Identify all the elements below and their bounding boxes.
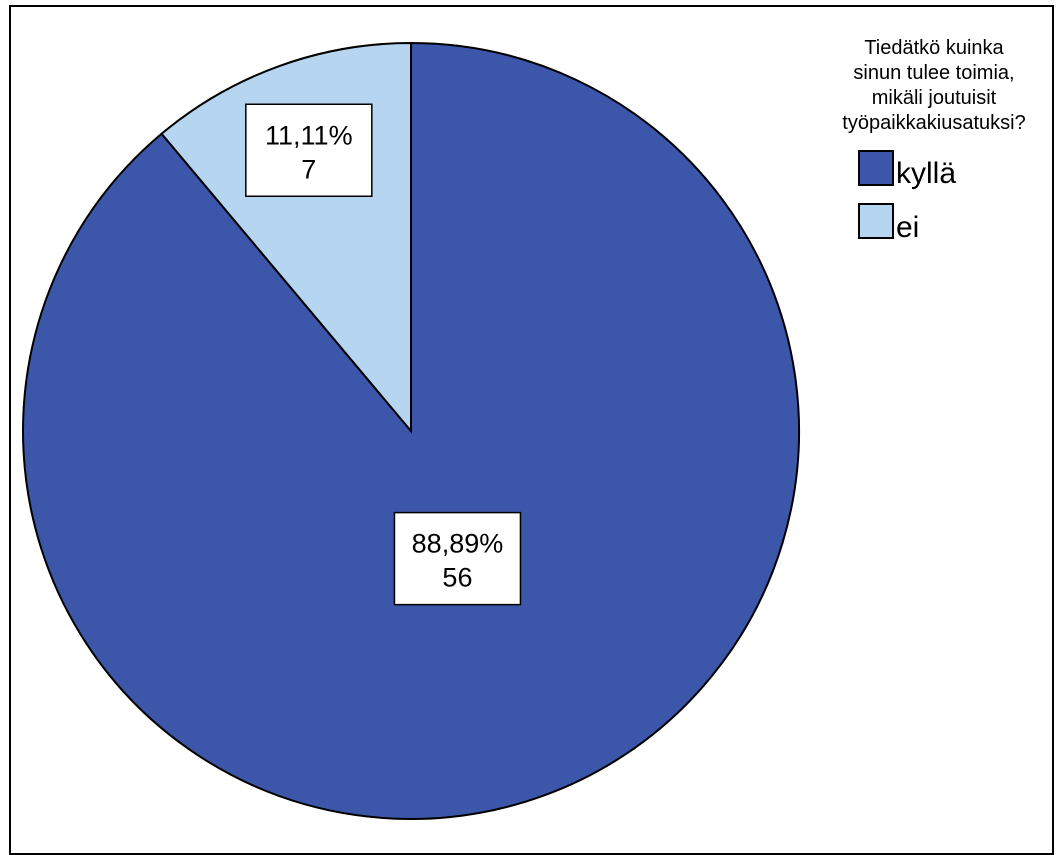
- data-label-percent: 88,89%: [412, 529, 504, 559]
- legend-swatch-kylla: [858, 150, 894, 186]
- legend-title-line-3: mikäli joutuisit: [872, 87, 997, 109]
- data-label-count: 56: [442, 563, 472, 593]
- legend: Tiedätkö kuinka sinun tulee toimia, mikä…: [842, 37, 1025, 244]
- data-label-count: 7: [301, 154, 316, 184]
- legend-title-line-1: Tiedätkö kuinka: [864, 37, 1004, 59]
- legend-swatch-ei: [858, 203, 894, 239]
- legend-label-ei: ei: [896, 211, 919, 244]
- legend-title-line-4: työpaikkakiusatuksi?: [842, 112, 1025, 134]
- pie-slices: [22, 41, 800, 820]
- data-labels: 88,89% 56 11,11% 7: [245, 103, 522, 606]
- legend-label-kylla: kyllä: [896, 157, 956, 190]
- data-label-box: [393, 511, 522, 606]
- legend-title-line-2: sinun tulee toimia,: [853, 62, 1014, 84]
- data-label-box: [245, 103, 373, 198]
- data-label-percent: 11,11%: [265, 120, 353, 150]
- data-label-ei: 11,11% 7: [245, 103, 373, 198]
- data-label-kylla: 88,89% 56: [393, 511, 522, 606]
